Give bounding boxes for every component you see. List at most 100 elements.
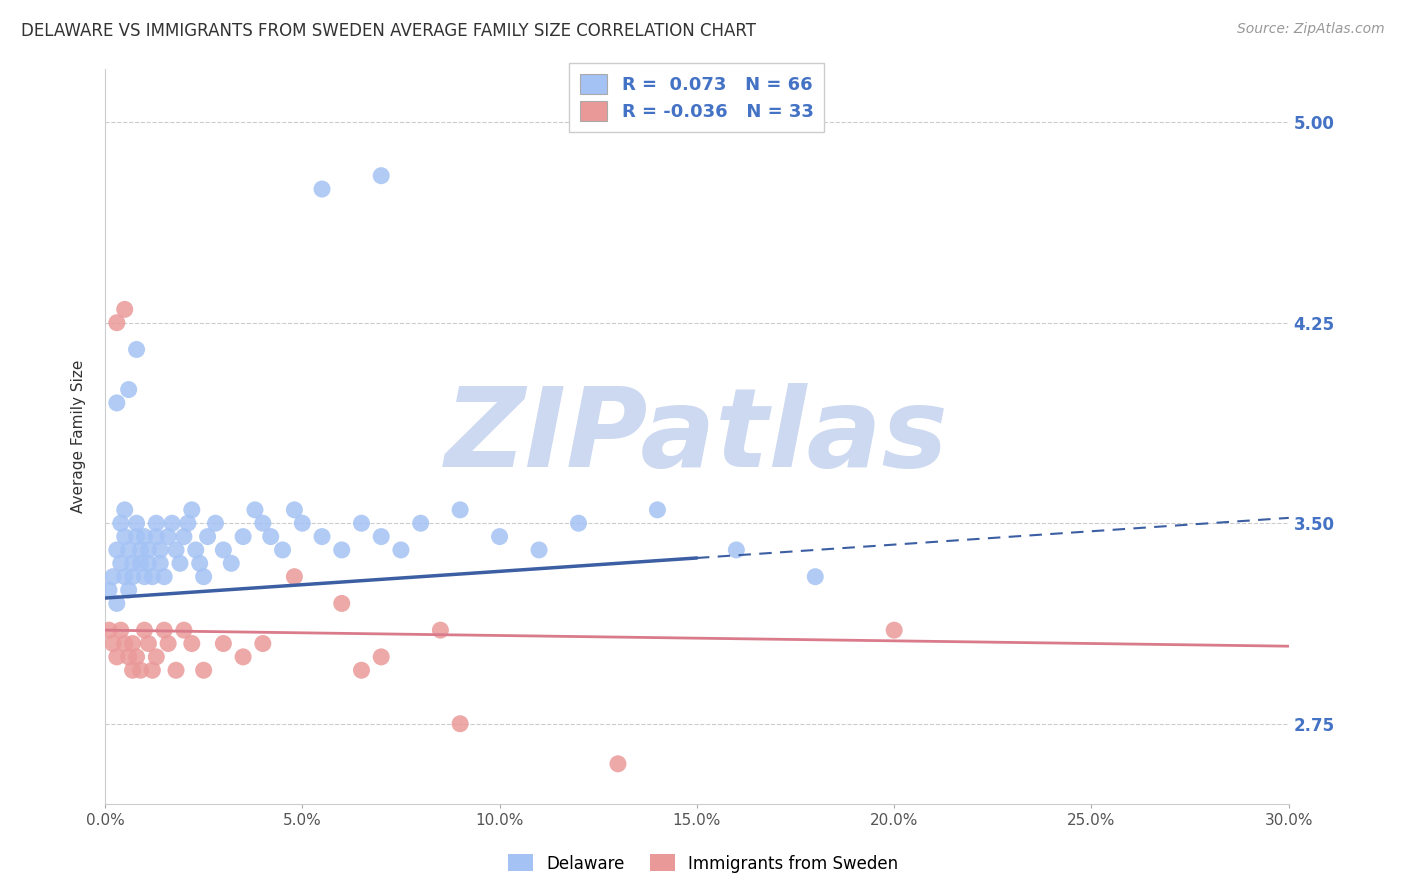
Point (118, 649, 141, 664)
Point (197, 530, 219, 544)
Point (271, 543, 294, 558)
Point (350, 663, 373, 677)
Point (212, 543, 235, 558)
Point (110, 623, 132, 637)
Point (138, 543, 160, 558)
Text: Source: ZipAtlas.com: Source: ZipAtlas.com (1237, 22, 1385, 37)
Point (193, 663, 215, 677)
Point (232, 649, 254, 664)
Point (173, 530, 195, 544)
Point (370, 649, 392, 664)
Point (429, 623, 451, 637)
Point (389, 543, 412, 558)
Point (370, 169, 392, 183)
Point (110, 516, 132, 531)
Point (121, 570, 143, 584)
Point (204, 516, 226, 531)
Point (114, 302, 136, 317)
Point (330, 596, 353, 610)
Point (105, 596, 128, 610)
Point (350, 516, 373, 531)
Point (160, 516, 183, 531)
Point (157, 530, 180, 544)
Point (283, 503, 305, 517)
Text: DELAWARE VS IMMIGRANTS FROM SWEDEN AVERAGE FAMILY SIZE CORRELATION CHART: DELAWARE VS IMMIGRANTS FROM SWEDEN AVERA… (21, 22, 756, 40)
Point (141, 570, 163, 584)
Point (291, 516, 314, 531)
Point (134, 623, 156, 637)
Point (138, 636, 160, 650)
Point (125, 649, 148, 664)
Point (370, 530, 392, 544)
Point (177, 516, 200, 531)
Point (153, 570, 176, 584)
Point (141, 663, 163, 677)
Y-axis label: Average Family Size: Average Family Size (72, 359, 86, 513)
Point (252, 516, 274, 531)
Point (607, 756, 630, 771)
Point (97, 623, 120, 637)
Point (212, 636, 235, 650)
Point (121, 636, 143, 650)
Point (114, 570, 136, 584)
Text: ZIPatlas: ZIPatlas (446, 383, 949, 490)
Point (243, 503, 266, 517)
Point (647, 503, 669, 517)
Point (145, 649, 167, 664)
Point (118, 543, 141, 558)
Point (105, 543, 128, 558)
Point (165, 543, 187, 558)
Point (330, 543, 353, 558)
Point (232, 530, 254, 544)
Legend: R =  0.073   N = 66, R = -0.036   N = 33: R = 0.073 N = 66, R = -0.036 N = 33 (569, 63, 824, 132)
Point (173, 623, 195, 637)
Point (145, 530, 167, 544)
Point (260, 530, 283, 544)
Point (134, 530, 156, 544)
Point (153, 623, 176, 637)
Point (121, 663, 143, 677)
Point (149, 543, 172, 558)
Point (110, 557, 132, 571)
Point (188, 557, 211, 571)
Point (157, 636, 180, 650)
Point (118, 582, 141, 597)
Point (180, 636, 202, 650)
Point (449, 503, 471, 517)
Point (165, 663, 187, 677)
Point (145, 516, 167, 531)
Point (118, 383, 141, 397)
Point (105, 396, 128, 410)
Point (527, 543, 550, 558)
Point (409, 516, 432, 531)
Point (105, 649, 128, 664)
Point (725, 543, 748, 558)
Point (488, 530, 510, 544)
Point (129, 543, 152, 558)
Point (252, 636, 274, 650)
Point (311, 530, 333, 544)
Point (169, 557, 191, 571)
Point (138, 557, 160, 571)
Point (883, 623, 905, 637)
Point (449, 716, 471, 731)
Point (125, 343, 148, 357)
Point (129, 663, 152, 677)
Point (125, 516, 148, 531)
Point (184, 543, 207, 558)
Point (114, 530, 136, 544)
Point (219, 557, 242, 571)
Point (149, 557, 172, 571)
Point (97, 582, 120, 597)
Point (567, 516, 589, 531)
Point (105, 316, 128, 330)
Point (804, 570, 827, 584)
Point (180, 503, 202, 517)
Point (283, 570, 305, 584)
Point (101, 570, 124, 584)
Point (114, 636, 136, 650)
Point (114, 503, 136, 517)
Point (101, 636, 124, 650)
Point (134, 570, 156, 584)
Point (311, 182, 333, 196)
